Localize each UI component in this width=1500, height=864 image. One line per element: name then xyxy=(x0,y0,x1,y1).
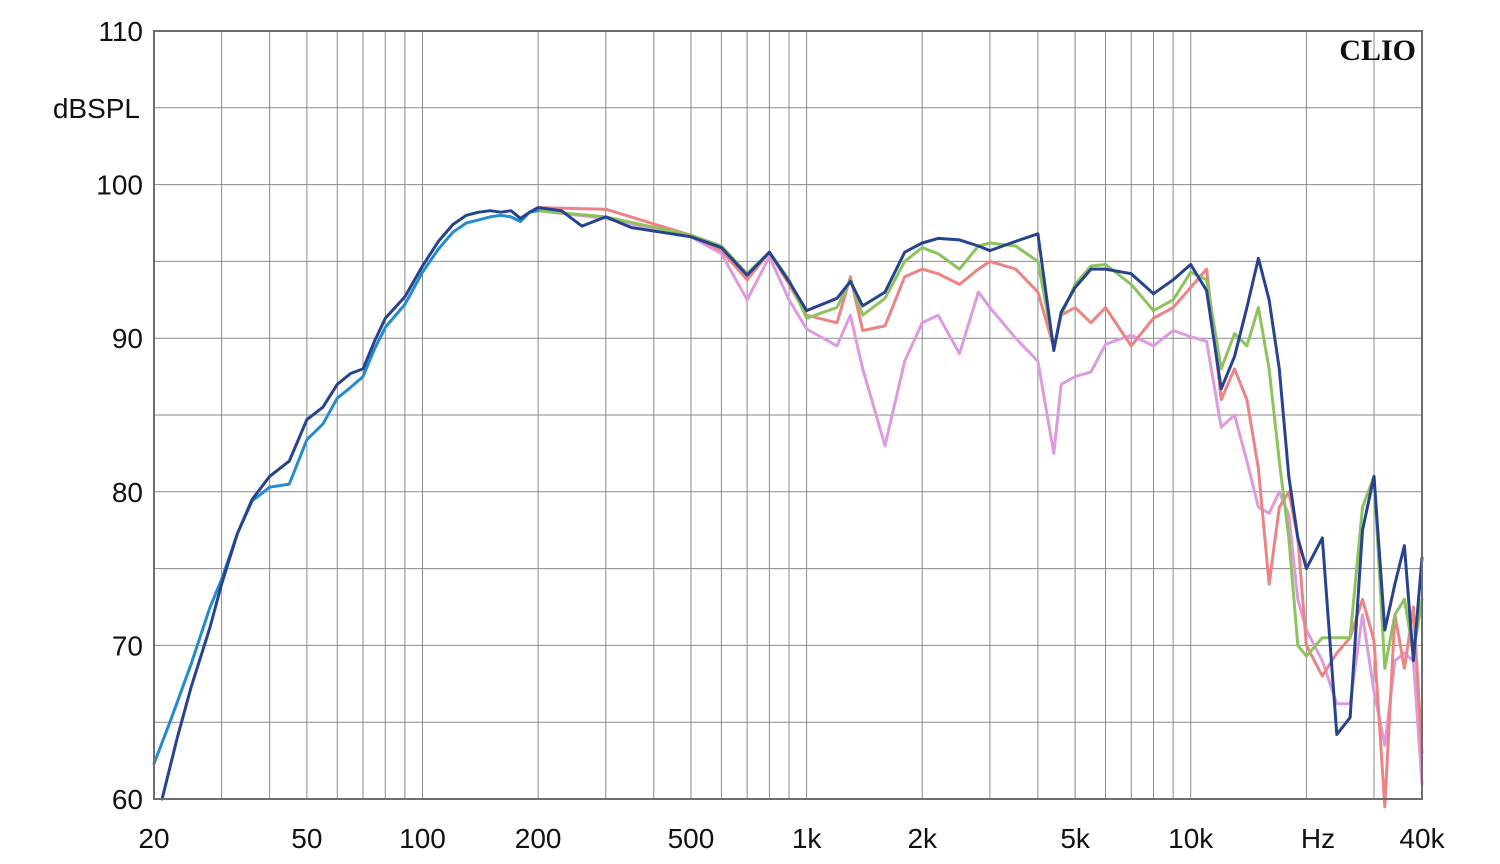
response-curve xyxy=(536,206,1424,809)
x-tick-label: 50 xyxy=(291,823,322,854)
x-tick-label: 10k xyxy=(1168,823,1214,854)
curves xyxy=(152,206,1424,809)
response-curve xyxy=(536,209,1424,670)
y-tick-labels: 60 70 80 90 100 110 xyxy=(96,16,143,815)
brand-label: CLIO xyxy=(1339,34,1416,67)
grid xyxy=(154,31,1422,799)
response-curve xyxy=(160,206,1424,801)
y-tick-label: 60 xyxy=(112,784,143,815)
x-unit-label: Hz xyxy=(1301,823,1335,854)
plot-frame xyxy=(153,30,1423,800)
x-tick-label: 20 xyxy=(138,823,169,854)
y-tick-label: 110 xyxy=(98,16,143,47)
x-tick-label: 5k xyxy=(1060,823,1091,854)
y-tick-label: 90 xyxy=(112,323,143,354)
y-tick-label: 70 xyxy=(112,630,143,661)
x-tick-label: 2k xyxy=(907,823,938,854)
x-tick-label: 40k xyxy=(1399,823,1445,854)
x-tick-labels: 20 50 100 200 500 1k 2k 5k 10k 40k xyxy=(138,823,1445,854)
x-tick-label: 500 xyxy=(668,823,715,854)
x-tick-label: 1k xyxy=(792,823,823,854)
y-tick-label: 100 xyxy=(96,170,143,201)
y-unit-label: dBSPL xyxy=(53,93,140,124)
y-tick-label: 80 xyxy=(112,477,143,508)
x-tick-label: 200 xyxy=(515,823,562,854)
x-tick-label: 100 xyxy=(399,823,446,854)
response-curve xyxy=(536,209,1424,786)
